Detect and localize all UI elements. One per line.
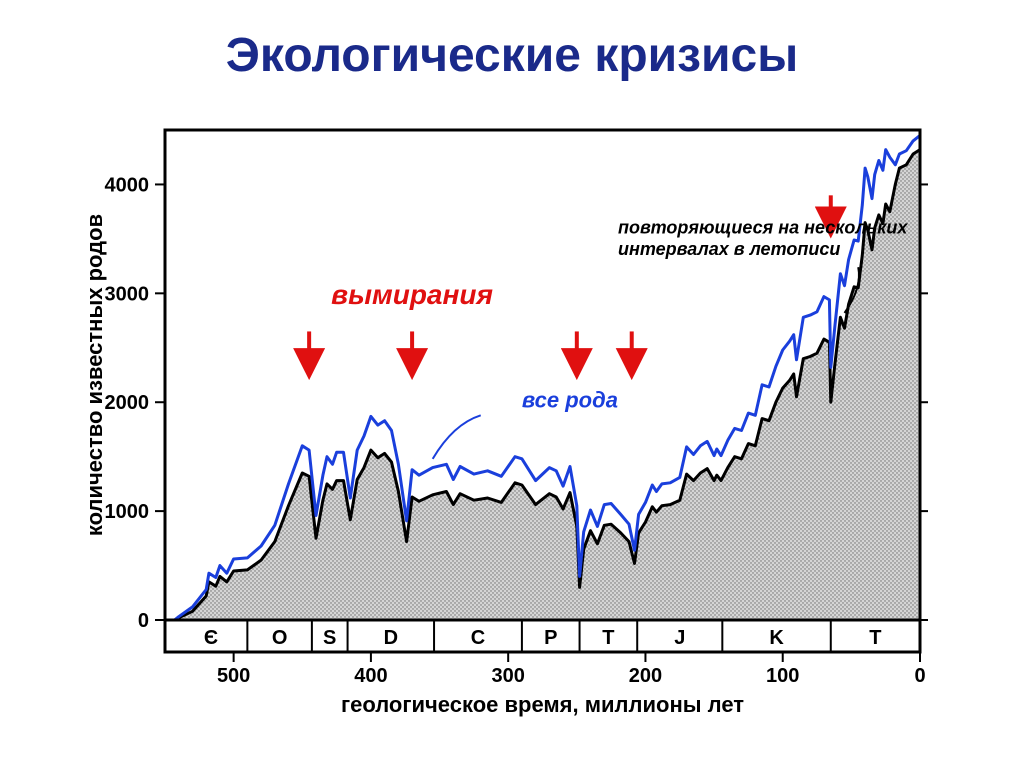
- extinctions-chart: ЄOSDCPTJKT010002000300040005004003002001…: [80, 120, 950, 720]
- x-tick-label: 0: [914, 665, 925, 687]
- x-tick-label: 200: [629, 665, 662, 687]
- x-axis-label: геологическое время, миллионы лет: [341, 692, 744, 717]
- all-genera-label: все рода: [522, 388, 618, 413]
- page-title: Экологические кризисы: [0, 28, 1024, 83]
- y-tick-label: 3000: [105, 283, 150, 305]
- extinctions-label: вымирания: [331, 279, 493, 310]
- y-tick-label: 2000: [105, 392, 150, 414]
- all-genera-pointer: [433, 415, 481, 459]
- x-tick-label: 400: [354, 665, 387, 687]
- y-axis-label: количество известных родов: [82, 214, 107, 536]
- repeat-label-2: интервалах в летописи: [618, 239, 840, 259]
- period-label: T: [602, 627, 614, 649]
- period-label: S: [323, 627, 336, 649]
- period-label: D: [384, 627, 398, 649]
- period-label: J: [674, 627, 685, 649]
- y-tick-label: 4000: [105, 174, 150, 196]
- period-label: P: [544, 627, 557, 649]
- period-label: Є: [204, 627, 218, 649]
- period-label: O: [272, 627, 288, 649]
- period-label: C: [471, 627, 485, 649]
- repeat-label-1: повторяющиеся на нескольких: [618, 217, 908, 237]
- x-tick-label: 500: [217, 665, 250, 687]
- period-label: K: [769, 627, 784, 649]
- period-label: T: [869, 627, 881, 649]
- y-tick-label: 0: [138, 610, 149, 632]
- y-tick-label: 1000: [105, 501, 150, 523]
- x-tick-label: 300: [491, 665, 524, 687]
- x-tick-label: 100: [766, 665, 799, 687]
